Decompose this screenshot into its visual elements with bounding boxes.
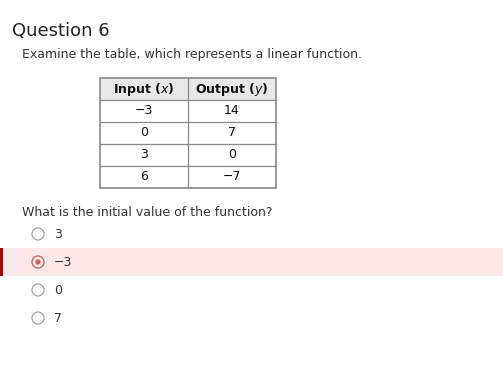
Bar: [100, 78, 276, 188]
Text: 3: 3: [54, 228, 62, 241]
Circle shape: [32, 312, 44, 324]
Text: −7: −7: [223, 171, 241, 184]
Text: Examine the table, which represents a linear function.: Examine the table, which represents a li…: [22, 48, 362, 61]
Text: 7: 7: [54, 312, 62, 325]
Text: 3: 3: [140, 149, 148, 162]
Text: 0: 0: [140, 127, 148, 139]
Circle shape: [35, 259, 41, 265]
Text: −3: −3: [135, 105, 153, 117]
Text: 7: 7: [228, 127, 236, 139]
Text: What is the initial value of the function?: What is the initial value of the functio…: [22, 206, 273, 219]
Circle shape: [32, 228, 44, 240]
Text: 14: 14: [224, 105, 240, 117]
Circle shape: [32, 256, 44, 268]
Text: Question 6: Question 6: [12, 22, 110, 40]
Text: −3: −3: [54, 255, 72, 269]
Text: 0: 0: [54, 283, 62, 296]
Bar: [0, 248, 3, 276]
Text: 0: 0: [228, 149, 236, 162]
Text: Output ($\mathit{y}$): Output ($\mathit{y}$): [195, 81, 269, 98]
Text: 6: 6: [140, 171, 148, 184]
Bar: [0, 248, 503, 276]
Text: Input ($\mathit{x}$): Input ($\mathit{x}$): [113, 81, 175, 98]
Bar: [100, 78, 276, 100]
Circle shape: [32, 284, 44, 296]
